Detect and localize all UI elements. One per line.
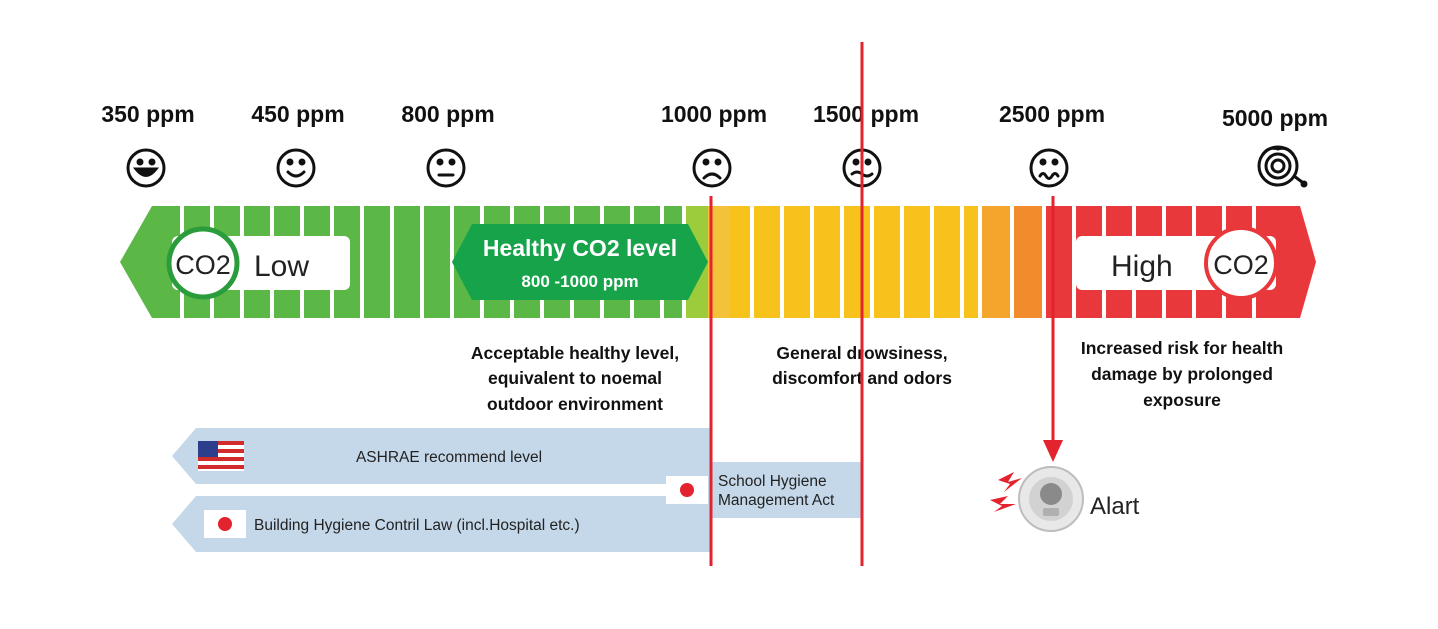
svg-text:exposure: exposure xyxy=(1143,390,1221,410)
sick-face-icon xyxy=(1029,148,1069,188)
building-law-label: Building Hygiene Contril Law (incl.Hospi… xyxy=(254,517,580,534)
smile-face-icon xyxy=(276,148,316,188)
level-label-800: 800 ppm xyxy=(401,101,494,127)
school-act-band: School Hygiene Management Act xyxy=(666,462,862,518)
svg-text:outdoor environment: outdoor environment xyxy=(487,394,663,414)
svg-text:damage by prolonged: damage by prolonged xyxy=(1091,364,1273,384)
high-label: High xyxy=(1111,250,1173,283)
alert-label: Alart xyxy=(1090,493,1140,520)
ashrae-label: ASHRAE recommend level xyxy=(356,449,542,466)
level-label-5000: 5000 ppm xyxy=(1222,105,1328,131)
acceptable-description: Acceptable healthy level, equivalent to … xyxy=(471,343,679,414)
right-arrow-tip xyxy=(1300,206,1316,318)
level-label-1000: 1000 ppm xyxy=(661,101,767,127)
frown-face-icon xyxy=(692,148,732,188)
alert-arrow-head xyxy=(1043,440,1063,462)
face-icons xyxy=(126,145,1308,188)
high-co2-text: CO2 xyxy=(1213,250,1269,280)
low-co2-text: CO2 xyxy=(175,250,231,280)
svg-text:equivalent to noemal: equivalent to noemal xyxy=(488,368,662,388)
high-co2-badge xyxy=(1204,226,1278,300)
healthy-level-range: 800 -1000 ppm xyxy=(521,272,638,291)
co2-scale-bar: CO2 Low Healthy CO2 level 800 -1000 ppm … xyxy=(120,206,1316,318)
svg-text:Increased risk for health: Increased risk for health xyxy=(1081,338,1283,358)
big-smile-face-icon xyxy=(126,148,166,188)
low-co2-badge xyxy=(166,226,240,300)
level-label-2500: 2500 ppm xyxy=(999,101,1105,127)
level-label-1500: 1500 ppm xyxy=(813,101,919,127)
level-label-450: 450 ppm xyxy=(251,101,344,127)
dizzy-face-icon xyxy=(1257,145,1308,188)
school-act-label-line1: School Hygiene xyxy=(718,473,827,490)
building-law-band: Building Hygiene Contril Law (incl.Hospi… xyxy=(172,496,710,552)
risk-description: Increased risk for health damage by prol… xyxy=(1081,338,1283,410)
neutral-face-icon xyxy=(426,148,466,188)
healthy-level-badge xyxy=(452,224,708,300)
alarm-device-icon xyxy=(1018,466,1084,532)
svg-text:Acceptable healthy level,: Acceptable healthy level, xyxy=(471,343,679,363)
level-label-350: 350 ppm xyxy=(101,101,194,127)
school-act-label-line2: Management Act xyxy=(718,492,835,509)
ashrae-band: ASHRAE recommend level xyxy=(172,428,710,484)
alarm-lightning-icon xyxy=(990,472,1022,512)
healthy-level-title: Healthy CO2 level xyxy=(483,235,677,261)
level-labels: 350 ppm 450 ppm 800 ppm 1000 ppm 1500 pp… xyxy=(101,101,1328,131)
us-flag-icon xyxy=(198,441,244,471)
low-label: Low xyxy=(254,250,309,283)
left-arrow-tip xyxy=(120,206,152,318)
